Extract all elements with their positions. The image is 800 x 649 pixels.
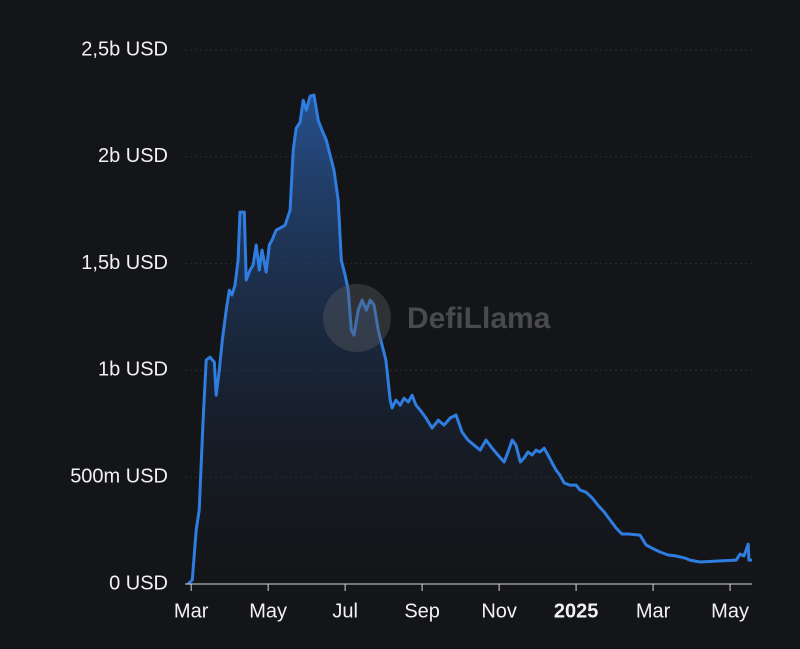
watermark-text: DefiLlama [407, 302, 551, 335]
y-tick-label: 1b USD [98, 359, 168, 381]
x-tick-label: May [711, 600, 749, 622]
y-tick-label: 0 USD [109, 572, 168, 594]
x-tick-label: Mar [174, 600, 209, 622]
area-fill [188, 95, 753, 584]
x-tick-label: Sep [404, 600, 440, 622]
x-tick-label: 2025 [554, 600, 599, 622]
x-tick-label: May [249, 600, 287, 622]
x-tick-label: Mar [636, 600, 671, 622]
axis-layer: 0 USD 500m USD 1b USD 1,5b USD 2b USD 2,5b US… [70, 38, 752, 622]
y-tick-label: 2b USD [98, 145, 168, 167]
line [187, 93, 752, 586]
x-tick-label: Nov [481, 600, 517, 622]
watermark: DefiLlama [323, 284, 551, 352]
watermark-logo [323, 284, 391, 352]
y-tick-label: 2,5b USD [81, 38, 168, 60]
y-tick-label: 1,5b USD [81, 252, 168, 274]
y-tick-label: 500m USD [70, 465, 168, 487]
data-layer [187, 93, 753, 586]
x-tick-label: Jul [332, 600, 358, 622]
